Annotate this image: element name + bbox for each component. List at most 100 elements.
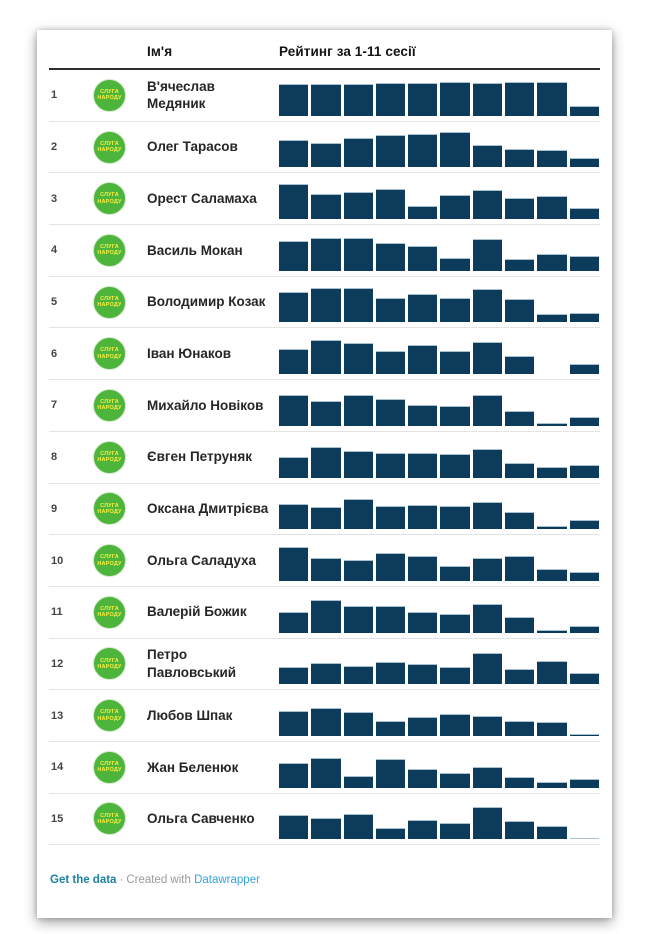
session-rating-bar: [472, 394, 503, 426]
session-bar-slot: [375, 828, 406, 840]
session-rating-bar: [505, 149, 535, 168]
party-logo-line1: СЛУГА: [100, 709, 119, 716]
member-name: Євген Петруняк: [147, 449, 252, 465]
session-rating-bar: [408, 505, 438, 530]
session-rating-bar: [569, 673, 599, 685]
rating-bars: [279, 131, 599, 168]
session-bar-slot: [375, 135, 406, 168]
rating-chart-cell: [279, 742, 600, 793]
sluha-narodu-party-logo: СЛУГА НАРОДУ: [93, 182, 126, 216]
party-cell: СЛУГА НАРОДУ: [93, 492, 147, 526]
session-rating-bar: [505, 616, 535, 633]
session-bar-slot: [569, 158, 599, 168]
member-name: Жан Беленюк: [147, 759, 239, 775]
session-rating-bar: [311, 507, 341, 530]
rating-chart-cell: [279, 122, 600, 173]
session-bar-slot: [408, 716, 438, 736]
session-bar-slot: [343, 192, 373, 220]
get-the-data-link[interactable]: Get the data: [50, 874, 117, 887]
session-bar-slot: [408, 134, 438, 168]
session-rating-bar: [537, 826, 567, 840]
party-cell: СЛУГА НАРОДУ: [93, 595, 147, 629]
member-name: Любов Шпак: [147, 707, 233, 723]
session-bar-slot: [569, 364, 599, 375]
rating-chart-cell: [279, 70, 600, 121]
session-bar-slot: [472, 715, 503, 736]
session-bar-slot: [375, 242, 406, 271]
session-bar-slot: [537, 253, 567, 271]
session-bar-slot: [440, 195, 470, 220]
session-rating-bar: [440, 81, 470, 116]
party-logo-line2: НАРОДУ: [97, 560, 122, 567]
rating-chart-cell: [279, 380, 600, 431]
session-bar-slot: [569, 464, 599, 478]
rank-label: 8: [51, 451, 58, 464]
rank-label: 12: [51, 657, 64, 670]
session-rating-bar: [343, 192, 373, 220]
session-rating-bar: [375, 189, 406, 220]
session-rating-bar: [375, 135, 406, 168]
session-rating-bar: [569, 520, 599, 530]
session-rating-bar: [279, 546, 309, 581]
party-logo-line2: НАРОДУ: [97, 353, 122, 360]
datawrapper-link[interactable]: Datawrapper: [194, 874, 260, 887]
rating-bars: [279, 338, 599, 375]
session-rating-bar: [375, 506, 406, 530]
table-row: 10 СЛУГА НАРОДУ Ольга Саладуха: [49, 535, 600, 587]
footer-separator: ·: [119, 874, 124, 887]
session-rating-bar: [537, 781, 567, 788]
rank-label: 4: [51, 244, 58, 257]
session-bar-slot: [311, 237, 341, 271]
session-rating-bar: [472, 342, 503, 375]
session-bar-slot: [343, 499, 373, 530]
session-bar-slot: [472, 502, 503, 530]
session-bar-slot: [440, 713, 470, 736]
session-rating-bar: [408, 294, 438, 323]
session-rating-bar: [440, 713, 470, 736]
session-bar-slot: [408, 611, 438, 633]
sluha-narodu-party-logo: СЛУГА НАРОДУ: [93, 78, 126, 112]
session-bar-slot: [537, 526, 567, 530]
session-bar-slot: [408, 452, 438, 478]
session-rating-bar: [440, 823, 470, 840]
session-bar-slot: [472, 289, 503, 323]
session-rating-bar: [537, 422, 567, 426]
chart-card: Ім'я Рейтинг за 1-11 сесії 1 СЛУГА НАРОД…: [37, 30, 612, 918]
session-rating-bar: [440, 298, 470, 323]
party-logo-line2: НАРОДУ: [97, 715, 122, 722]
rank-label: 6: [51, 347, 58, 360]
session-rating-bar: [375, 552, 406, 581]
session-bar-slot: [569, 778, 599, 788]
session-bar-slot: [343, 775, 373, 788]
session-rating-bar: [472, 289, 503, 323]
party-logo-line2: НАРОДУ: [97, 457, 122, 464]
rating-chart-cell: [279, 484, 600, 535]
session-bar-slot: [343, 666, 373, 685]
party-logo-line1: СЛУГА: [100, 502, 119, 509]
session-rating-bar: [343, 138, 373, 168]
rank-label: 7: [51, 399, 58, 412]
session-bar-slot: [408, 820, 438, 840]
session-bar-slot: [375, 662, 406, 685]
rating-bars: [279, 390, 599, 426]
session-bar-slot: [279, 815, 309, 840]
session-rating-bar: [537, 253, 567, 271]
session-bar-slot: [472, 190, 503, 220]
party-logo-line2: НАРОДУ: [97, 767, 122, 774]
session-bar-slot: [537, 314, 567, 323]
party-cell: СЛУГА НАРОДУ: [93, 337, 147, 371]
party-logo-line2: НАРОДУ: [97, 818, 122, 825]
session-bar-slot: [569, 520, 599, 530]
session-bar-slot: [569, 673, 599, 685]
session-rating-bar: [279, 394, 309, 426]
sluha-narodu-party-logo: СЛУГА НАРОДУ: [93, 285, 126, 319]
session-rating-bar: [343, 394, 373, 426]
party-logo-line1: СЛУГА: [100, 192, 119, 199]
rating-chart-cell: [279, 277, 600, 328]
session-bar-slot: [440, 351, 470, 375]
session-rating-bar: [472, 190, 503, 220]
party-logo-line2: НАРОДУ: [97, 250, 122, 257]
session-bar-slot: [408, 404, 438, 426]
session-rating-bar: [537, 568, 567, 581]
session-bar-slot: [472, 145, 503, 168]
